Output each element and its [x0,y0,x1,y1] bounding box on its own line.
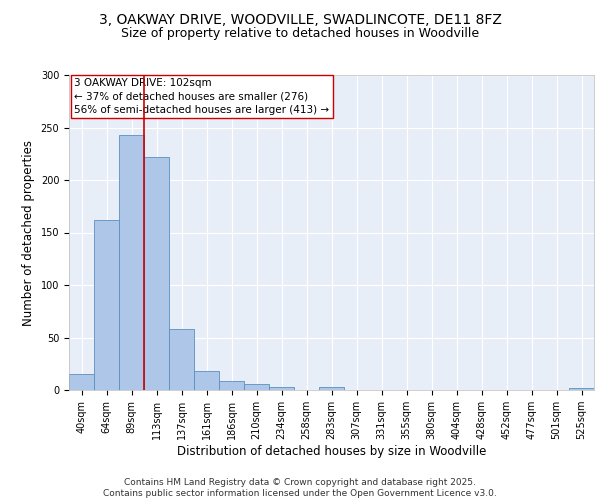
Bar [269,387,294,390]
Bar [194,371,219,390]
Bar [219,380,244,390]
Bar [169,329,194,390]
Bar [569,388,594,390]
Bar [144,157,169,390]
Text: Contains HM Land Registry data © Crown copyright and database right 2025.
Contai: Contains HM Land Registry data © Crown c… [103,478,497,498]
Y-axis label: Number of detached properties: Number of detached properties [22,140,35,326]
Text: Size of property relative to detached houses in Woodville: Size of property relative to detached ho… [121,28,479,40]
X-axis label: Distribution of detached houses by size in Woodville: Distribution of detached houses by size … [177,445,486,458]
Bar [119,135,144,390]
Bar [69,374,94,390]
Text: 3, OAKWAY DRIVE, WOODVILLE, SWADLINCOTE, DE11 8FZ: 3, OAKWAY DRIVE, WOODVILLE, SWADLINCOTE,… [98,12,502,26]
Bar [244,384,269,390]
Text: 3 OAKWAY DRIVE: 102sqm
← 37% of detached houses are smaller (276)
56% of semi-de: 3 OAKWAY DRIVE: 102sqm ← 37% of detached… [74,78,329,114]
Bar [94,220,119,390]
Bar [319,387,344,390]
